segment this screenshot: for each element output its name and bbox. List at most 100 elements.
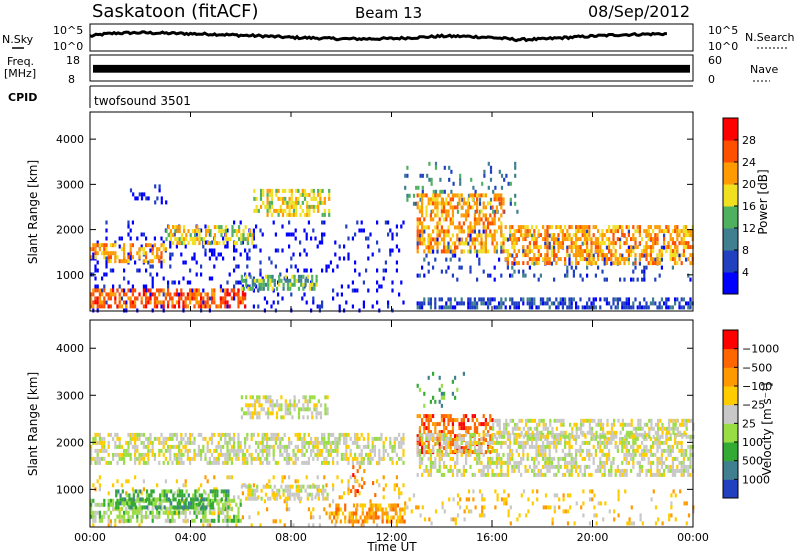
data-cell (489, 205, 493, 210)
data-cell (250, 436, 253, 441)
data-cell (351, 460, 354, 465)
data-cell (623, 436, 626, 441)
data-cell (608, 249, 611, 254)
data-cell (586, 253, 589, 258)
data-cell (454, 193, 457, 198)
data-cell (273, 492, 276, 497)
data-cell (285, 503, 288, 508)
data-cell (284, 188, 287, 193)
data-cell (103, 300, 106, 305)
data-cell (429, 430, 432, 435)
data-cell (274, 264, 277, 269)
data-cell (270, 196, 274, 201)
data-cell (301, 448, 304, 453)
data-cell (482, 249, 485, 254)
data-cell (123, 243, 126, 248)
data-cell (471, 193, 474, 198)
data-cell (423, 403, 426, 408)
data-cell (220, 497, 223, 502)
data-cell (520, 456, 523, 461)
data-cell (118, 304, 121, 309)
data-cell (533, 464, 536, 469)
data-cell (347, 456, 350, 461)
data-cell (641, 269, 644, 274)
data-cell (372, 515, 375, 520)
data-cell (291, 415, 294, 420)
data-cell (220, 489, 223, 494)
data-cell (116, 436, 119, 441)
data-cell (506, 452, 509, 457)
data-cell (546, 456, 549, 461)
data-cell (127, 518, 130, 523)
data-cell (296, 436, 299, 441)
data-cell (467, 418, 470, 423)
data-cell (608, 468, 611, 473)
data-cell (440, 205, 443, 210)
data-cell (308, 208, 311, 213)
data-cell (171, 460, 174, 465)
data-cell (504, 237, 507, 242)
data-cell (373, 452, 376, 457)
data-cell (458, 229, 461, 234)
data-cell (321, 300, 324, 305)
data-cell (533, 468, 536, 473)
data-cell (445, 301, 448, 306)
data-cell (577, 261, 580, 266)
data-cell (575, 468, 578, 473)
data-cell (217, 518, 220, 523)
data-cell (436, 201, 439, 206)
data-cell (147, 452, 150, 457)
data-cell (205, 505, 208, 510)
data-cell (90, 502, 93, 507)
data-cell (460, 241, 463, 246)
data-cell (665, 245, 668, 250)
data-cell (660, 253, 663, 258)
data-cell (463, 517, 466, 522)
data-cell (148, 497, 151, 502)
data-cell (145, 292, 148, 297)
data-cell (469, 444, 472, 449)
data-cell (582, 513, 585, 518)
data-cell (321, 220, 324, 225)
data-cell (399, 511, 402, 516)
data-cell (418, 430, 421, 435)
data-cell (515, 460, 518, 465)
data-cell (643, 273, 646, 278)
data-cell (356, 479, 359, 484)
data-cell (559, 440, 562, 445)
data-cell (311, 282, 314, 287)
data-cell (324, 407, 327, 412)
data-cell (448, 497, 451, 502)
data-cell (459, 173, 462, 178)
data-cell (630, 444, 633, 449)
data-cell (511, 297, 514, 302)
data-cell (423, 448, 426, 453)
data-cell (164, 436, 167, 441)
data-cell (398, 432, 401, 437)
data-cell (502, 237, 505, 242)
data-cell (472, 489, 475, 494)
data-cell (436, 225, 439, 230)
data-cell (504, 225, 507, 230)
data-cell (105, 228, 108, 233)
data-cell (458, 193, 461, 198)
data-cell (249, 411, 252, 416)
data-cell (581, 456, 584, 461)
data-cell (195, 272, 198, 277)
data-cell (171, 444, 174, 449)
data-cell (627, 229, 630, 234)
data-cell (149, 248, 152, 253)
data-cell (473, 193, 476, 198)
data-cell (628, 517, 631, 522)
data-cell (348, 515, 351, 520)
data-cell (619, 225, 622, 230)
data-cell (418, 209, 421, 214)
data-cell (432, 197, 435, 202)
data-cell (345, 444, 348, 449)
data-cell (489, 177, 493, 182)
data-cell (473, 448, 476, 453)
data-cell (561, 456, 564, 461)
data-cell (579, 448, 582, 453)
data-cell (581, 448, 584, 453)
data-cell (374, 503, 378, 508)
